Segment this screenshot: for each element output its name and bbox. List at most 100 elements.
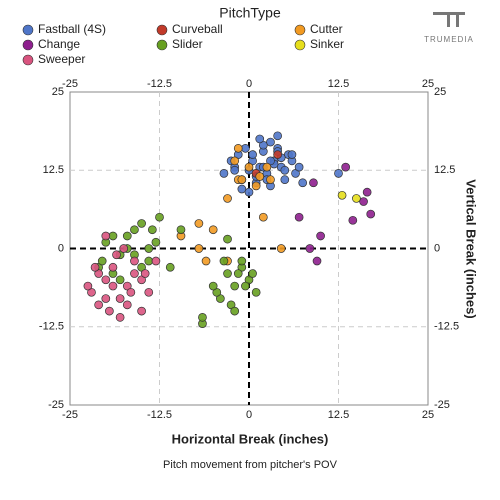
legend-swatch (156, 24, 168, 36)
x-tick-label-top: 12.5 (328, 78, 349, 90)
point (115, 275, 125, 285)
point (101, 275, 111, 285)
point (223, 234, 232, 244)
point (251, 287, 261, 297)
point (144, 244, 154, 253)
point (140, 269, 150, 278)
point (305, 244, 315, 253)
legend-title: PitchType (219, 5, 281, 21)
y-tick-label-right: 25 (434, 86, 446, 98)
point (334, 169, 343, 178)
point (266, 137, 275, 147)
logo-text: TRUMEDIA (424, 35, 474, 44)
legend-label: Sinker (310, 37, 344, 51)
point (230, 306, 240, 316)
legend-label: Fastball (4S) (38, 22, 106, 36)
legend-swatch (22, 39, 34, 51)
point (219, 169, 229, 178)
point (273, 150, 282, 159)
point (244, 187, 254, 197)
point (122, 231, 132, 241)
point (130, 269, 139, 278)
point (137, 219, 146, 228)
logo-bar (433, 12, 465, 15)
point (194, 244, 204, 253)
point (230, 281, 240, 291)
y-tick-label: 0 (58, 242, 64, 254)
point (241, 281, 250, 291)
point (115, 294, 125, 303)
legend-swatch (22, 54, 34, 66)
point (337, 190, 347, 200)
point (223, 269, 232, 278)
point (144, 287, 154, 297)
point (241, 143, 250, 153)
point (130, 256, 139, 266)
point (137, 306, 146, 316)
x-tick-label: -12.5 (147, 409, 172, 421)
point (294, 212, 304, 222)
legend-swatch (294, 24, 306, 36)
point (237, 256, 247, 266)
y-tick-label-right: 12.5 (434, 164, 455, 176)
point (201, 256, 211, 266)
point (298, 178, 308, 188)
y-tick-label: -25 (48, 399, 64, 411)
x-tick-label: -25 (62, 409, 78, 421)
caption: Pitch movement from pitcher's POV (163, 459, 338, 471)
point (176, 225, 186, 235)
point (362, 187, 372, 197)
point (312, 256, 322, 266)
point (219, 256, 229, 266)
point (352, 194, 361, 203)
point (255, 172, 265, 181)
point (348, 215, 358, 225)
legend-label: Slider (172, 37, 203, 51)
point (97, 256, 107, 266)
point (251, 181, 261, 191)
point (147, 225, 157, 235)
x-tick-label-top: -25 (62, 78, 78, 90)
x-tick-label: 25 (422, 409, 434, 421)
point (248, 150, 257, 159)
point (119, 244, 129, 253)
point (248, 269, 257, 278)
legend-label: Sweeper (38, 52, 85, 66)
point (108, 262, 118, 272)
point (101, 231, 111, 241)
point (244, 162, 254, 172)
legend-swatch (294, 39, 306, 51)
point (258, 212, 268, 222)
point (144, 256, 154, 266)
point (155, 212, 164, 222)
logo-bar (447, 15, 450, 27)
point (108, 231, 118, 241)
point (266, 175, 275, 184)
point (105, 306, 114, 316)
point (280, 165, 290, 175)
legend-label: Change (38, 37, 80, 51)
x-tick-label-top: 25 (422, 78, 434, 90)
point (194, 219, 204, 228)
point (126, 287, 136, 297)
point (309, 178, 318, 188)
x-tick-label-top: 0 (246, 78, 252, 90)
point (112, 250, 121, 260)
logo-bar (456, 15, 459, 27)
point (341, 162, 351, 172)
y-tick-label-right: -12.5 (434, 321, 459, 333)
point (83, 281, 93, 291)
point (90, 262, 100, 272)
x-tick-label: 12.5 (328, 409, 349, 421)
point (108, 281, 118, 291)
point (366, 209, 376, 219)
point (94, 300, 103, 310)
y-tick-label-right: 0 (434, 242, 440, 254)
y-tick-label: 12.5 (43, 164, 64, 176)
y-axis-label: Vertical Break (inches) (464, 179, 479, 318)
point (276, 244, 286, 253)
point (255, 134, 265, 144)
point (198, 313, 207, 322)
point (230, 156, 240, 166)
